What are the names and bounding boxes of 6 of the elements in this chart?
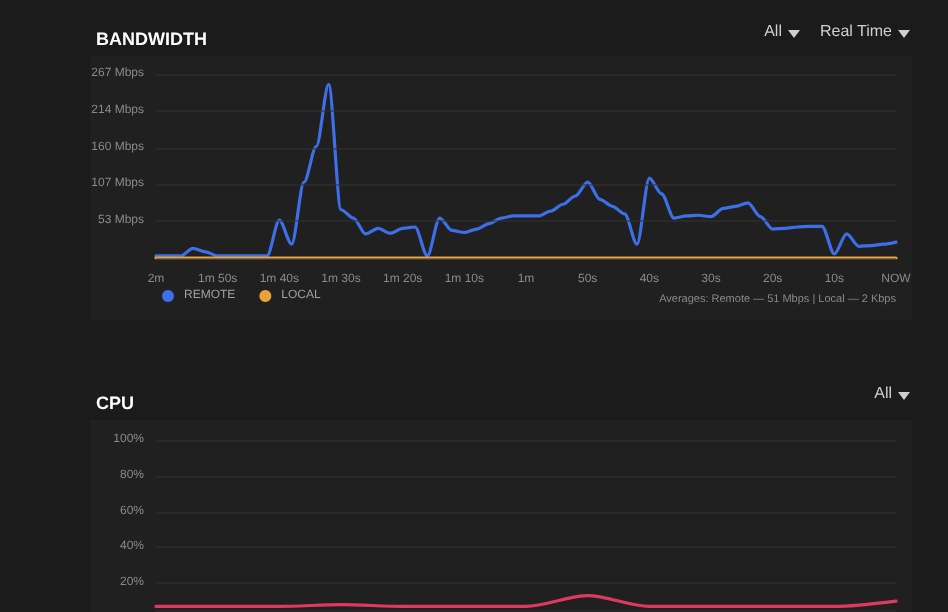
- line-series: [154, 82, 898, 258]
- chart-title: CPU: [96, 393, 135, 413]
- text: All: [764, 22, 782, 40]
- chart-title: BANDWIDTH: [96, 29, 207, 49]
- text: All: [874, 384, 892, 402]
- text: Real Time: [819, 22, 892, 40]
